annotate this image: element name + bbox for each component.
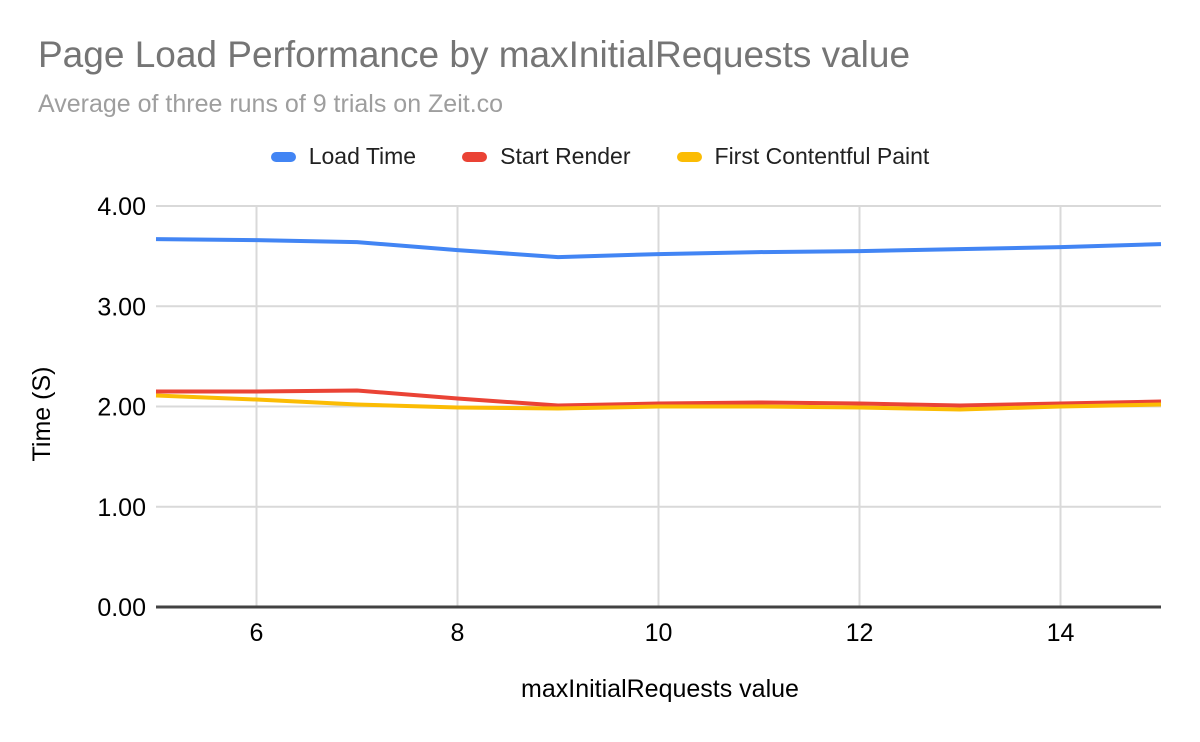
- series-line-start-render: [156, 388, 1162, 408]
- chart-subtitle: Average of three runs of 9 trials on Zei…: [38, 90, 504, 118]
- legend-swatch-load-time-icon: [270, 151, 296, 162]
- chart-title: Page Load Performance by maxInitialReque…: [38, 34, 911, 75]
- x-tick-label: 8: [451, 619, 465, 647]
- legend-label-first-contentful-paint: First Contentful Paint: [714, 143, 930, 169]
- series-line-first-contentful-paint: [155, 393, 1162, 412]
- legend-item-start-render: Start Render: [462, 143, 631, 170]
- chart-legend: Load Time Start Render First Contentful …: [0, 143, 1200, 170]
- legend-item-first-contentful-paint: First Contentful Paint: [676, 143, 930, 170]
- x-tick-label: 14: [1047, 619, 1075, 647]
- y-tick-label: 1.00: [97, 494, 146, 522]
- y-axis-title: Time (S): [28, 367, 56, 462]
- x-tick-label: 6: [250, 619, 264, 647]
- legend-label-load-time: Load Time: [308, 143, 417, 169]
- x-tick-label: 10: [645, 619, 673, 647]
- y-tick-label: 0.00: [97, 594, 146, 622]
- legend-item-load-time: Load Time: [270, 143, 417, 170]
- y-tick-label: 3.00: [97, 293, 146, 321]
- legend-label-start-render: Start Render: [500, 143, 631, 169]
- series-line-load-time: [155, 237, 1162, 260]
- x-tick-label: 12: [846, 619, 874, 647]
- legend-swatch-start-render-icon: [462, 151, 488, 162]
- y-tick-label: 2.00: [97, 394, 146, 422]
- legend-swatch-first-contentful-paint-icon: [676, 151, 702, 162]
- y-tick-label: 4.00: [97, 193, 146, 221]
- x-axis-title: maxInitialRequests value: [521, 675, 799, 703]
